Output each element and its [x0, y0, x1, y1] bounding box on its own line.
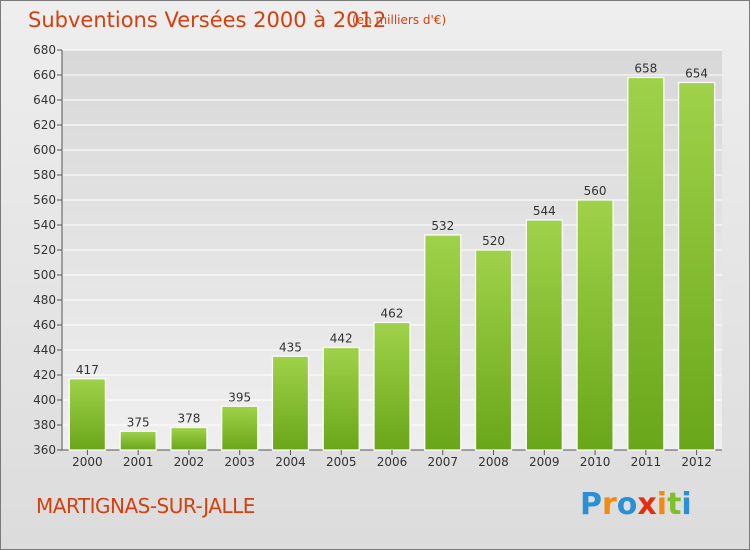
x-tick-label: 2005 — [326, 455, 357, 469]
data-label: 532 — [431, 219, 454, 233]
data-labels: 417 375 378 395 435 442 462 532 520 544 560 658 654 — [76, 62, 708, 430]
bar-2006 — [373, 321, 411, 451]
y-axis: 360 380 400 420 440 460 480 500 520 540 560 580 600 6… — [33, 43, 722, 457]
bar-2010 — [576, 199, 614, 451]
y-tick-label: 520 — [33, 243, 56, 257]
data-label: 378 — [177, 412, 200, 426]
y-tick-label: 560 — [33, 193, 56, 207]
y-tick-label: 500 — [33, 268, 56, 282]
data-label: 654 — [685, 67, 708, 81]
x-tick-label: 2011 — [631, 455, 662, 469]
y-tick-label: 660 — [33, 68, 56, 82]
bar-2003 — [221, 405, 259, 451]
data-label: 462 — [381, 307, 404, 321]
chart-subtitle: (en milliers d'€) — [352, 13, 447, 27]
data-label: 520 — [482, 234, 505, 248]
data-label: 560 — [584, 184, 607, 198]
y-tick-label: 480 — [33, 293, 56, 307]
y-tick-label: 620 — [33, 118, 56, 132]
data-label: 442 — [330, 332, 353, 346]
bar-2009 — [525, 219, 563, 451]
y-tick-label: 580 — [33, 168, 56, 182]
x-tick-label: 2008 — [478, 455, 509, 469]
city-name: MARTIGNAS-SUR-JALLE — [36, 494, 255, 518]
bar-2012 — [678, 81, 716, 451]
bar-2001 — [119, 430, 157, 451]
y-tick-label: 460 — [33, 318, 56, 332]
bar-2000 — [68, 378, 106, 451]
data-label: 658 — [634, 62, 657, 76]
x-tick-label: 2002 — [174, 455, 205, 469]
x-axis: 2000 2001 2002 2003 2004 2005 2006 2007 2008 2009… — [72, 450, 712, 469]
data-label: 375 — [127, 415, 150, 429]
data-label: 395 — [228, 390, 251, 404]
bar-2008 — [474, 249, 513, 451]
x-tick-label: 2000 — [72, 455, 103, 469]
bar-2005 — [322, 346, 360, 451]
x-tick-label: 2009 — [529, 455, 560, 469]
bar-2004 — [271, 355, 310, 451]
y-tick-label: 600 — [33, 143, 56, 157]
x-tick-label: 2003 — [224, 455, 255, 469]
data-label: 435 — [279, 340, 302, 354]
y-tick-label: 400 — [33, 393, 56, 407]
x-tick-label: 2007 — [427, 455, 458, 469]
y-tick-label: 420 — [33, 368, 56, 382]
data-label: 544 — [533, 204, 556, 218]
bar-2002 — [170, 426, 208, 451]
data-label: 417 — [76, 363, 99, 377]
y-tick-label: 440 — [33, 343, 56, 357]
y-tick-label: 640 — [33, 93, 56, 107]
x-tick-label: 2004 — [275, 455, 306, 469]
y-tick-label: 360 — [33, 443, 56, 457]
x-tick-label: 2001 — [123, 455, 154, 469]
chart-title: Subventions Versées 2000 à 2012 — [28, 8, 387, 32]
x-tick-label: 2012 — [681, 455, 712, 469]
y-tick-label: 380 — [33, 418, 56, 432]
y-tick-label: 540 — [33, 218, 56, 232]
bars — [68, 76, 716, 451]
bar-2007 — [424, 234, 462, 451]
bar-2011 — [627, 76, 665, 451]
x-tick-label: 2010 — [580, 455, 611, 469]
proxiti-logo: Proxiti — [580, 487, 692, 522]
y-tick-label: 680 — [33, 43, 56, 57]
x-tick-label: 2006 — [377, 455, 408, 469]
